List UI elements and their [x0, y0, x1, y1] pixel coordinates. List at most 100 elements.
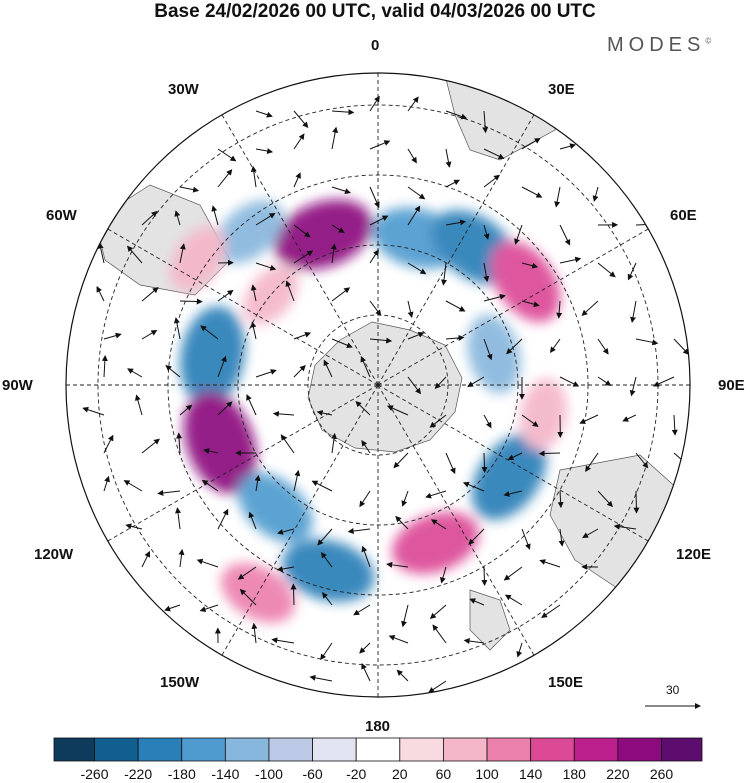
wind-arrow — [103, 475, 110, 492]
wind-arrow — [514, 224, 523, 245]
wind-arrow — [635, 338, 659, 346]
anomaly-field — [169, 199, 567, 623]
wind-vectors — [82, 95, 690, 693]
wind-arrow — [671, 414, 678, 436]
wind-arrow — [201, 479, 219, 492]
colorbar-tick-label: -260 — [80, 766, 109, 782]
wind-arrow — [96, 286, 105, 302]
wind-arrow — [462, 481, 485, 492]
negative-anomaly — [180, 306, 246, 406]
wind-arrow — [585, 452, 599, 472]
colorbar-tick-label: 20 — [392, 766, 408, 782]
wind-arrow — [629, 376, 637, 397]
wind-arrow — [388, 635, 409, 644]
meridian-line — [377, 384, 649, 542]
wind-arrow — [276, 566, 295, 572]
meridian-line — [377, 228, 649, 386]
wind-arrow — [440, 566, 447, 584]
colorbar-swatch — [443, 737, 488, 762]
map-title: Base 24/02/2026 00 UTC, valid 04/03/2026… — [154, 1, 596, 22]
meridian-line — [377, 384, 535, 656]
wind-arrow — [469, 598, 485, 606]
colorbar-swatch — [137, 737, 183, 762]
wind-arrow — [407, 331, 425, 340]
wind-arrow — [445, 300, 466, 312]
wind-arrow — [293, 224, 311, 238]
wind-arrow — [407, 376, 422, 395]
wind-arrow — [369, 215, 389, 226]
meridian-line — [107, 384, 379, 542]
positive-anomaly — [274, 199, 373, 270]
wind-arrow — [597, 262, 616, 278]
lon-label-90e: 90E — [718, 377, 745, 394]
colorbar-tick-label: -180 — [167, 766, 196, 782]
wind-arrow — [250, 321, 257, 340]
wind-arrow — [237, 566, 257, 580]
wind-arrow — [272, 410, 295, 417]
wind-arrow — [203, 448, 219, 454]
wind-arrow — [434, 376, 447, 389]
wind-arrow — [196, 558, 219, 568]
wind-arrow — [179, 404, 193, 416]
positive-anomaly — [243, 265, 299, 325]
wind-arrow — [359, 490, 371, 508]
wind-arrow — [103, 434, 114, 454]
lon-label-60e: 60E — [670, 207, 697, 224]
brand-mark: © — [705, 36, 712, 46]
wind-arrow — [407, 262, 427, 275]
wind-arrow — [507, 452, 523, 460]
colorbar-swatch — [312, 737, 357, 762]
wind-arrow — [320, 551, 333, 568]
wind-arrow — [217, 169, 233, 188]
wind-arrow — [407, 300, 414, 318]
lon-label-90w: 90W — [2, 377, 33, 394]
lon-label-30e: 30E — [548, 81, 575, 98]
wind-arrow — [217, 508, 229, 530]
wind-arrow — [331, 432, 337, 454]
wind-arrow — [199, 604, 219, 613]
wind-arrow — [592, 186, 599, 202]
wind-arrow — [483, 293, 506, 302]
wind-arrow — [353, 604, 371, 616]
wind-arrow — [255, 110, 273, 118]
wind-arrow — [361, 662, 371, 682]
wind-arrow — [538, 450, 561, 457]
wind-arrow — [467, 376, 485, 387]
wind-arrow — [482, 110, 489, 134]
wind-arrow — [285, 280, 295, 302]
wind-arrow — [331, 287, 351, 302]
wind-arrow — [445, 334, 465, 341]
wind-arrow — [309, 674, 333, 682]
wind-arrow — [141, 287, 159, 302]
wind-arrow — [369, 140, 391, 150]
wind-arrow — [251, 622, 258, 644]
wind-arrow — [255, 262, 277, 271]
lon-label-120e: 120E — [676, 546, 712, 563]
wind-arrow — [127, 368, 143, 378]
wind-arrow — [359, 642, 371, 654]
wind-arrow — [165, 365, 181, 378]
wind-arrow — [250, 165, 257, 188]
wind-arrow — [330, 243, 337, 264]
lon-label-150w: 150W — [160, 674, 200, 691]
positive-anomaly — [519, 378, 567, 450]
wind-arrow — [556, 300, 563, 319]
vector-scale-label: 30 — [666, 683, 680, 697]
wind-arrow — [597, 338, 609, 355]
wind-arrow — [597, 490, 613, 508]
wind-arrow — [217, 355, 227, 378]
wind-arrow — [347, 528, 371, 535]
wind-arrow — [331, 109, 355, 116]
wind-arrow — [504, 594, 523, 606]
wind-arrow — [179, 186, 200, 193]
wind-arrow — [395, 515, 409, 530]
wind-arrow — [200, 325, 219, 340]
wind-arrow — [627, 262, 637, 281]
wind-arrow — [407, 148, 417, 164]
colorbar-tick-label: 180 — [562, 766, 586, 782]
wind-arrow — [463, 638, 485, 644]
colorbar-swatch — [530, 737, 575, 762]
wind-arrow — [468, 528, 485, 545]
wind-arrow — [503, 566, 523, 581]
wind-arrow — [521, 137, 541, 150]
